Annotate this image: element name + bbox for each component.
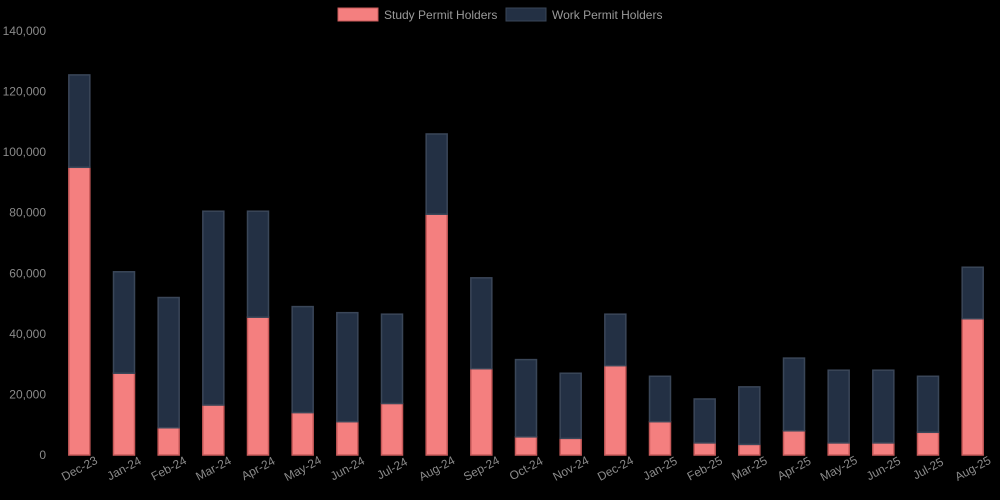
bar-work-permit (380, 313, 404, 405)
x-tick-label: Apr-25 (775, 454, 814, 483)
x-tick-label: Mar-25 (729, 453, 769, 483)
bar-study-permit (68, 166, 91, 456)
y-tick-label: 40,000 (9, 327, 46, 341)
y-tick-label: 60,000 (9, 266, 46, 280)
x-tick-label: Oct-24 (507, 454, 546, 483)
bar-study-permit (291, 411, 314, 456)
bar-study-permit (425, 213, 448, 456)
bar-study-permit (157, 426, 180, 456)
bar-work-permit (693, 398, 716, 444)
bar-study-permit (827, 442, 850, 456)
bar-study-permit (246, 316, 270, 456)
x-tick-label: Feb-25 (685, 453, 725, 483)
bar-work-permit (827, 369, 850, 444)
x-tick-label: Jan-24 (105, 454, 144, 484)
bar-study-permit (961, 317, 984, 456)
bar-work-permit (648, 375, 672, 423)
x-tick-label: Jun-24 (328, 454, 367, 484)
bar-study-permit (336, 420, 359, 456)
x-tick-label: Mar-24 (193, 453, 233, 483)
bar-work-permit (202, 210, 225, 406)
bar-work-permit (961, 266, 984, 320)
bar-study-permit (112, 372, 136, 456)
bar-study-permit (738, 443, 761, 456)
bar-work-permit (336, 311, 359, 423)
bar-work-permit (782, 357, 806, 432)
legend-swatch-work (505, 7, 547, 22)
bar-work-permit (112, 271, 136, 374)
bar-work-permit (916, 375, 940, 434)
y-tick-label: 80,000 (9, 206, 46, 220)
y-tick-label: 140,000 (3, 24, 47, 38)
bar-study-permit (604, 364, 627, 456)
bar-study-permit (782, 430, 806, 456)
bar-study-permit (470, 367, 493, 456)
bar-study-permit (559, 437, 582, 456)
y-tick-label: 100,000 (3, 145, 47, 159)
x-tick-label: Jul-24 (374, 454, 410, 482)
bar-work-permit (559, 372, 582, 440)
x-tick-label: Jun-25 (864, 454, 903, 484)
x-tick-label: Jul-25 (910, 454, 946, 482)
legend-label-work: Work Permit Holders (552, 8, 662, 22)
x-tick-label: May-24 (282, 453, 324, 484)
bar-work-permit (425, 133, 448, 215)
bar-work-permit (157, 296, 180, 429)
x-tick-label: Feb-24 (149, 453, 189, 483)
bar-study-permit (514, 436, 538, 456)
x-tick-label: May-25 (818, 453, 860, 484)
bar-work-permit (246, 210, 270, 318)
bar-work-permit (68, 74, 91, 169)
bar-work-permit (604, 313, 627, 367)
x-tick-label: Aug-25 (952, 453, 993, 484)
y-tick-label: 120,000 (3, 85, 47, 99)
y-axis: 0 20,000 40,000 60,000 80,000 100,000 120,000 1… (3, 24, 47, 462)
bars (68, 74, 984, 456)
bar-study-permit (380, 402, 404, 456)
x-tick-label: Dec-23 (59, 453, 100, 484)
x-tick-label: Nov-24 (550, 453, 591, 484)
legend-swatch-study (337, 7, 379, 22)
y-tick-label: 0 (39, 448, 46, 462)
bar-study-permit (648, 420, 672, 456)
x-tick-label: Apr-24 (239, 454, 278, 483)
bar-work-permit (291, 305, 314, 414)
x-tick-label: Aug-24 (416, 453, 457, 484)
bar-work-permit (470, 277, 493, 370)
legend: Study Permit Holders Work Permit Holders (337, 7, 662, 22)
legend-label-study: Study Permit Holders (384, 8, 497, 22)
bar-study-permit (916, 431, 940, 456)
y-tick-label: 20,000 (9, 387, 46, 401)
x-axis: Dec-23 Jan-24 Feb-24 Mar-24 Apr-24 May-24 Jun-… (59, 453, 993, 484)
x-tick-label: Dec-24 (595, 453, 636, 484)
bar-work-permit (514, 358, 538, 438)
bar-study-permit (693, 442, 716, 456)
bar-work-permit (872, 369, 895, 444)
bar-work-permit (738, 386, 761, 446)
x-tick-label: Jan-25 (641, 454, 680, 484)
x-tick-label: Sep-24 (461, 453, 502, 484)
bar-study-permit (202, 404, 225, 456)
bar-study-permit (872, 442, 895, 456)
